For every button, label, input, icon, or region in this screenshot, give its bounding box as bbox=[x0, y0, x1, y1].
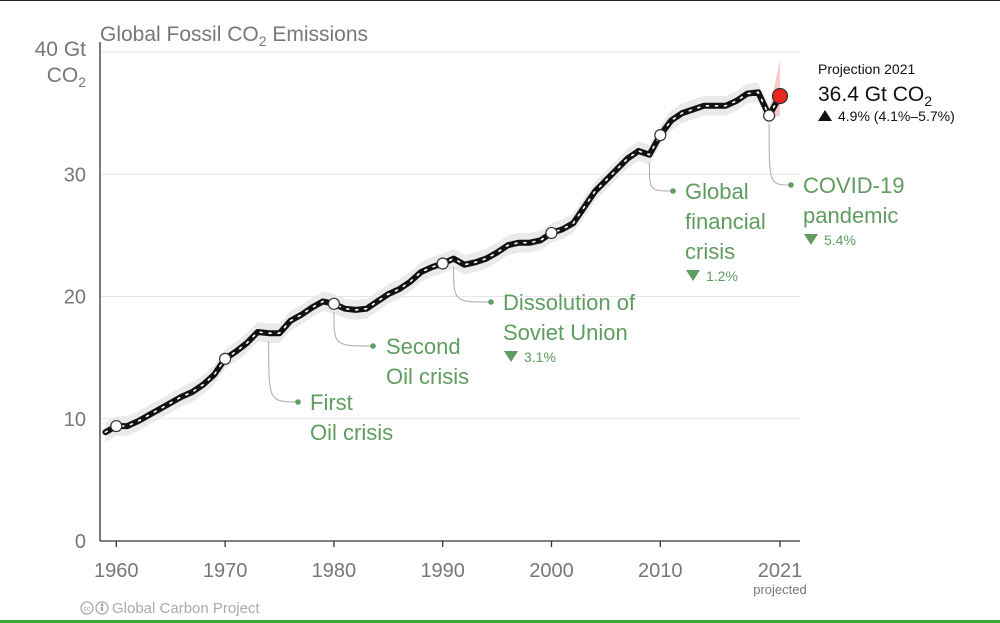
projection-callout: Projection 2021 36.4 Gt CO2 4.9% (4.1%–5… bbox=[818, 61, 955, 124]
annotation-text-3-0: Global bbox=[685, 179, 749, 204]
annotation-text-4-1: pandemic bbox=[803, 203, 898, 228]
annotation-leader-1 bbox=[333, 311, 374, 347]
attribution-icon bbox=[95, 601, 109, 615]
y-tick-label-10: 10 bbox=[64, 409, 86, 431]
annotation-leader-3 bbox=[648, 162, 674, 192]
attribution-icon-body bbox=[100, 607, 104, 611]
decrease-triangle-icon bbox=[804, 234, 818, 245]
y-tick-label-30: 30 bbox=[64, 164, 86, 186]
milestone-marker-1960 bbox=[110, 419, 123, 433]
x-tick-label-1980: 1980 bbox=[312, 560, 357, 582]
y-unit-line2: CO2 bbox=[47, 64, 87, 90]
annotation-text-3-2: crisis bbox=[685, 239, 735, 264]
annotation-dot-2 bbox=[488, 299, 494, 305]
projection-change: 4.9% (4.1%–5.7%) bbox=[838, 108, 955, 124]
annotation-leader-2 bbox=[453, 266, 492, 303]
x-tick-label-1970: 1970 bbox=[203, 560, 248, 582]
annotation-text-2-1: Soviet Union bbox=[503, 320, 628, 345]
milestone-marker-2000 bbox=[545, 226, 558, 240]
chart-title: Global Fossil CO2 Emissions bbox=[100, 23, 368, 49]
annotation-dot-1 bbox=[370, 343, 376, 349]
credit: cc Global Carbon Project bbox=[80, 600, 260, 617]
annotations: First Oil crisis Second Oil crisis Dissoluti… bbox=[310, 173, 904, 445]
projection-label: Projection 2021 bbox=[818, 61, 916, 77]
annotation-leader-4 bbox=[768, 123, 792, 186]
annotation-text-1-1: Oil crisis bbox=[386, 364, 469, 389]
annotation-text-0-0: First bbox=[310, 390, 353, 415]
annotation-dot-3 bbox=[670, 188, 676, 194]
annotation-text-3-1: financial bbox=[685, 209, 766, 234]
milestone-marker-2020 bbox=[762, 109, 776, 122]
decrease-triangle-icon bbox=[686, 270, 700, 281]
annotation-pct-4: 5.4% bbox=[824, 232, 856, 248]
cc-icon-text: cc bbox=[84, 606, 92, 613]
credit-text: Global Carbon Project bbox=[112, 600, 260, 617]
annotation-dot-4 bbox=[788, 182, 794, 188]
grid-lines bbox=[100, 51, 800, 420]
y-tick-label-0: 0 bbox=[75, 531, 86, 553]
milestone-markers bbox=[110, 87, 789, 433]
annotation-pct-3: 1.2% bbox=[706, 268, 738, 284]
annotation-text-4-0: COVID-19 bbox=[803, 173, 904, 198]
annotation-dot-0 bbox=[295, 399, 301, 405]
y-unit-line1: 40 Gt bbox=[35, 38, 87, 61]
x-tick-label-2010: 2010 bbox=[638, 560, 683, 582]
x-tick-label-1990: 1990 bbox=[420, 560, 465, 582]
milestone-marker-1970 bbox=[219, 352, 232, 365]
annotation-pct-2: 3.1% bbox=[524, 349, 556, 365]
projected-label: projected bbox=[753, 582, 806, 597]
attribution-icon-head bbox=[100, 603, 104, 607]
annotation-leader-0 bbox=[268, 341, 299, 403]
milestone-marker-1980 bbox=[327, 297, 340, 310]
cc-icon bbox=[80, 601, 94, 615]
x-tick-label-2021: 2021 bbox=[758, 560, 803, 582]
axes bbox=[99, 42, 800, 547]
annotation-leaders bbox=[268, 123, 794, 405]
x-tick-label-2000: 2000 bbox=[529, 560, 574, 582]
projection-value: 36.4 Gt CO2 bbox=[818, 83, 932, 109]
annotation-text-1-0: Second bbox=[386, 334, 461, 359]
milestone-marker-2010 bbox=[654, 129, 667, 142]
y-tick-label-20: 20 bbox=[64, 287, 86, 309]
annotation-text-2-0: Dissolution of bbox=[503, 290, 636, 315]
projection-marker-2021 bbox=[771, 87, 789, 105]
annotation-text-0-1: Oil crisis bbox=[310, 420, 393, 445]
milestone-marker-1990 bbox=[436, 257, 449, 270]
tick-labels: 0 10 20 30 1960 1970 1980 1990 2000 2010 2021proje… bbox=[64, 164, 807, 597]
x-tick-label-1960: 1960 bbox=[94, 560, 139, 582]
decrease-triangle-icon bbox=[504, 351, 518, 362]
increase-triangle-icon bbox=[818, 110, 832, 121]
